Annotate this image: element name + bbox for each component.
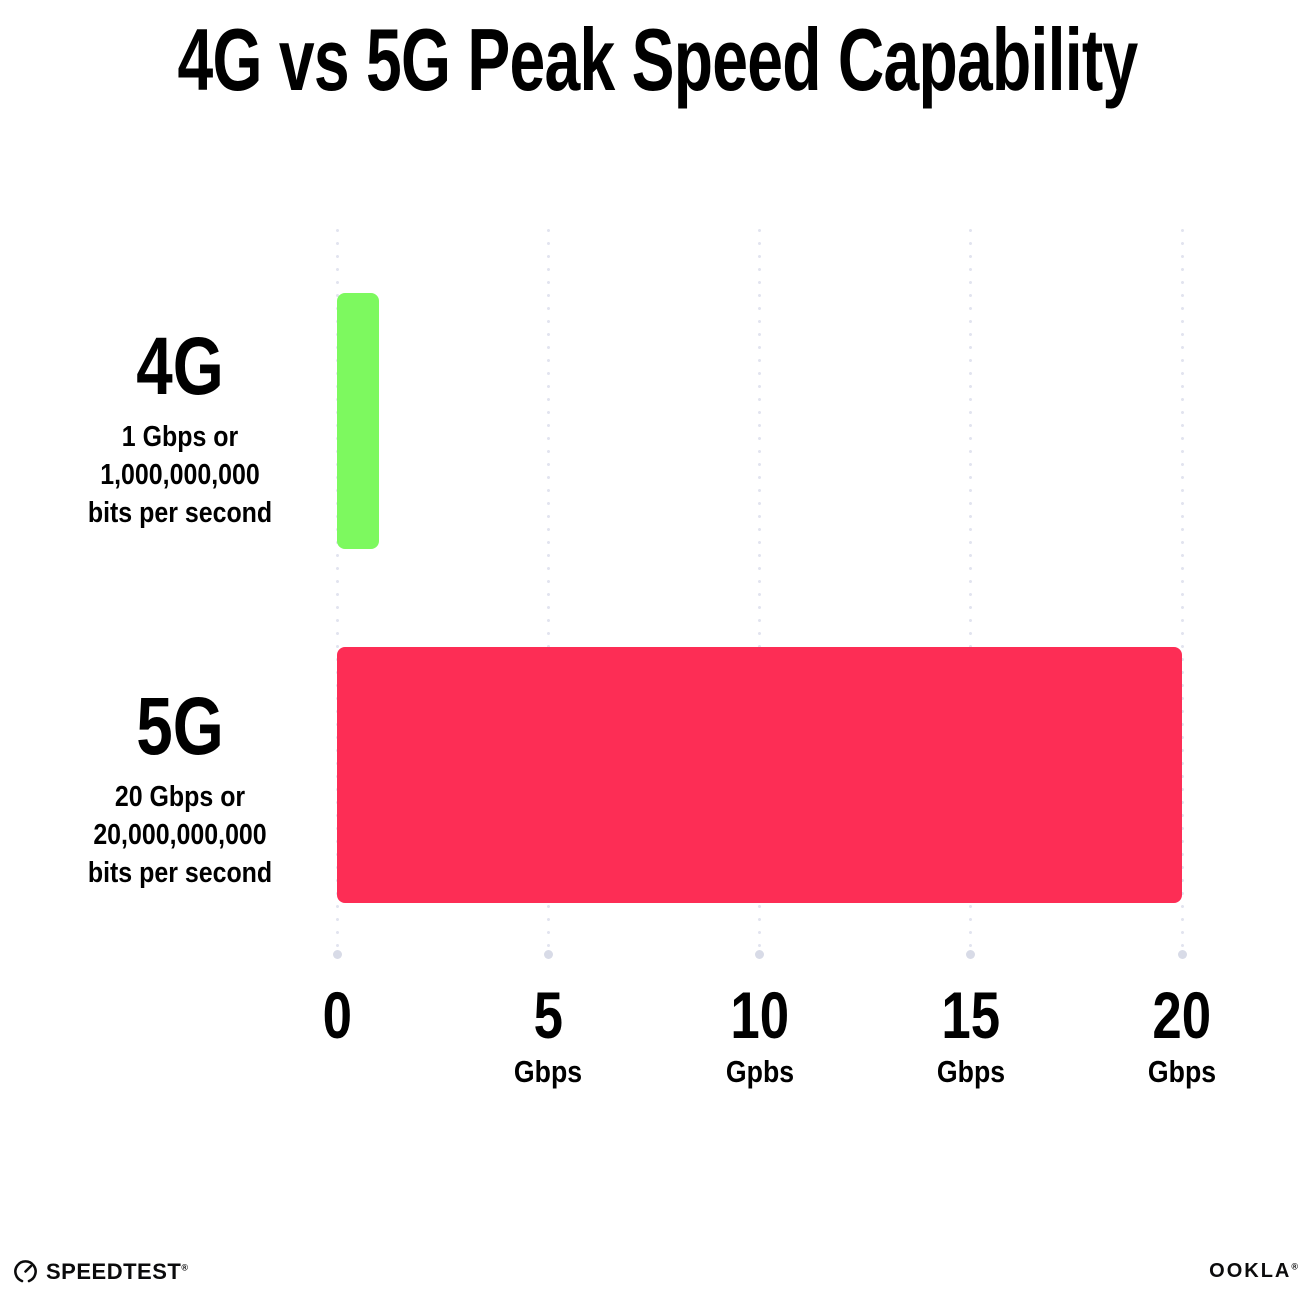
x-tick-15: 15 Gbps: [871, 982, 1071, 1087]
x-tick-5-value: 5: [533, 978, 563, 1052]
x-tick-15-value: 15: [941, 978, 1001, 1052]
x-tick-10-value: 10: [730, 978, 789, 1052]
sublabel-line: 20,000,000,000: [93, 819, 267, 851]
sublabel-line: bits per second: [87, 497, 273, 529]
category-label-4g-heading: 4G: [136, 321, 224, 412]
category-label-4g: 4G 1 Gbps or 1,000,000,000 bits per seco…: [30, 326, 330, 532]
speedtest-wordmark: SPEEDTEST®: [46, 1259, 188, 1285]
ookla-wordmark-text: OOKLA: [1209, 1260, 1292, 1282]
x-tick-20-value: 20: [1152, 978, 1212, 1052]
bar-5g: [337, 647, 1182, 903]
sublabel-line: 1,000,000,000: [100, 459, 260, 491]
x-tick-5: 5 Gbps: [448, 982, 648, 1087]
x-tick-0-value: 0: [322, 978, 352, 1052]
category-label-5g: 5G 20 Gbps or 20,000,000,000 bits per se…: [30, 686, 330, 892]
category-label-5g-heading: 5G: [136, 681, 224, 772]
gridline-20-gbps: [1177, 224, 1187, 959]
category-label-4g-sublabel: 1 Gbps or 1,000,000,000 bits per second: [51, 418, 309, 532]
chart-plot-area: [332, 224, 1187, 959]
gridline-5-gbps: [543, 224, 553, 959]
bar-4g: [337, 293, 380, 549]
speedometer-gauge-icon: [12, 1258, 39, 1285]
category-label-5g-sublabel: 20 Gbps or 20,000,000,000 bits per secon…: [51, 778, 309, 892]
speedtest-wordmark-text: SPEEDTEST: [46, 1258, 182, 1284]
x-tick-10-unit: Gpbs: [725, 1054, 794, 1089]
gridline-0-gbps: [332, 224, 342, 959]
sublabel-line: 1 Gbps or: [121, 421, 239, 453]
sublabel-line: bits per second: [87, 857, 273, 889]
x-tick-20: 20 Gbps: [1082, 982, 1282, 1087]
x-tick-10: 10 Gpbs: [660, 982, 860, 1087]
gridline-10-gbps: [755, 224, 764, 959]
x-tick-0: 0: [237, 982, 437, 1056]
sublabel-line: 20 Gbps or: [114, 781, 246, 813]
page-title: 4G vs 5G Peak Speed Capability: [0, 16, 1308, 104]
x-tick-15-unit: Gbps: [936, 1054, 1005, 1089]
gridline-15-gbps: [966, 224, 976, 959]
x-tick-5-unit: Gbps: [514, 1054, 583, 1089]
speedtest-trademark-symbol: ®: [181, 1262, 189, 1273]
page-title-text: 4G vs 5G Peak Speed Capability: [177, 10, 1139, 109]
x-tick-20-unit: Gbps: [1147, 1054, 1217, 1089]
ookla-trademark-symbol: ®: [1291, 1261, 1300, 1272]
speedtest-logo: SPEEDTEST®: [12, 1258, 188, 1285]
ookla-logo: OOKLA®: [1209, 1260, 1300, 1283]
